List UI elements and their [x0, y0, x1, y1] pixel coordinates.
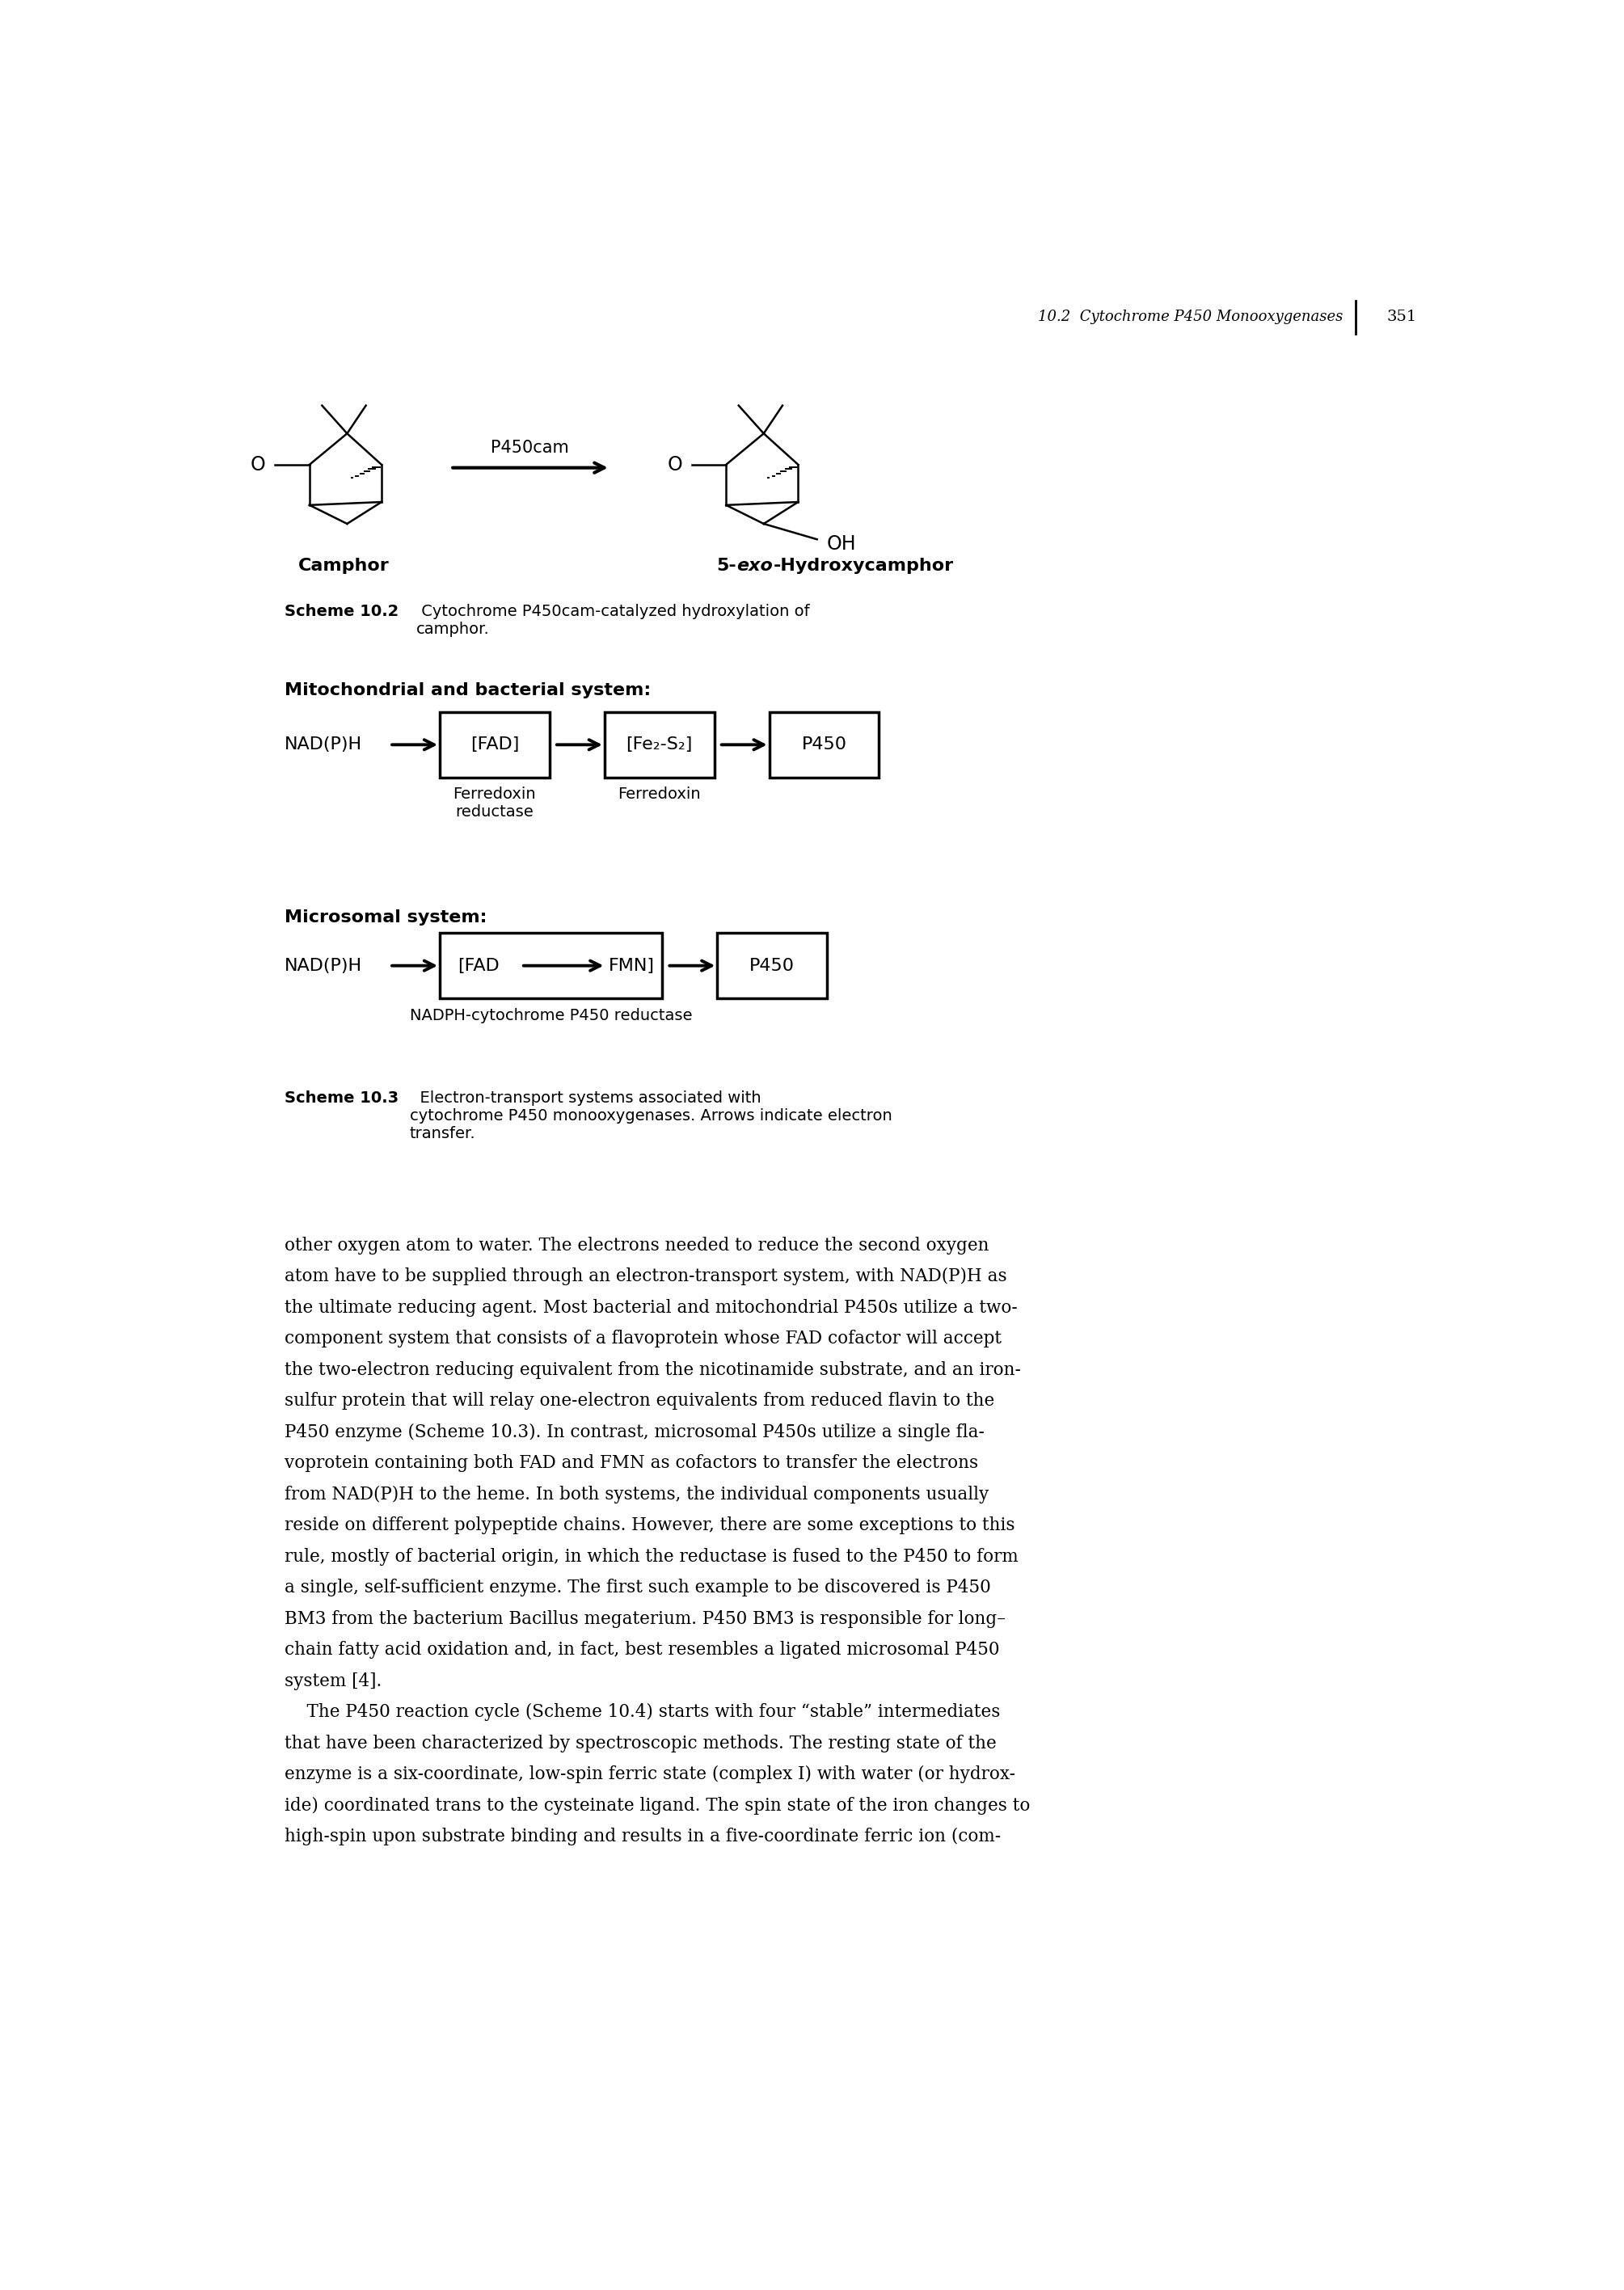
- Text: NAD(P)H: NAD(P)H: [284, 957, 362, 973]
- Bar: [604, 712, 715, 776]
- Text: the two-electron reducing equivalent from the nicotinamide substrate, and an iro: the two-electron reducing equivalent fro…: [284, 1360, 1021, 1379]
- Text: other oxygen atom to water. The electrons needed to reduce the second oxygen: other oxygen atom to water. The electron…: [284, 1237, 989, 1255]
- Text: 5-: 5-: [716, 559, 737, 575]
- Text: Cytochrome P450cam-catalyzed hydroxylation of
camphor.: Cytochrome P450cam-catalyzed hydroxylati…: [416, 605, 809, 637]
- Text: -Hydroxycamphor: -Hydroxycamphor: [773, 559, 953, 575]
- Text: the ultimate reducing agent. Most bacterial and mitochondrial P450s utilize a tw: the ultimate reducing agent. Most bacter…: [284, 1298, 1017, 1317]
- Text: P450: P450: [802, 737, 846, 753]
- Text: from NAD(P)H to the heme. In both systems, the individual components usually: from NAD(P)H to the heme. In both system…: [284, 1486, 989, 1502]
- Text: P450: P450: [750, 957, 794, 973]
- Text: high-spin upon substrate binding and results in a five-coordinate ferric ion (co: high-spin upon substrate binding and res…: [284, 1827, 1000, 1846]
- Text: O: O: [250, 456, 266, 474]
- Text: system [4].: system [4].: [284, 1672, 382, 1690]
- Text: rule, mostly of bacterial origin, in which the reductase is fused to the P450 to: rule, mostly of bacterial origin, in whi…: [284, 1548, 1018, 1566]
- Text: reside on different polypeptide chains. However, there are some exceptions to th: reside on different polypeptide chains. …: [284, 1516, 1015, 1534]
- Text: exo: exo: [737, 559, 773, 575]
- Text: a single, self-sufficient enzyme. The first such example to be discovered is P45: a single, self-sufficient enzyme. The fi…: [284, 1578, 991, 1596]
- Text: 10.2  Cytochrome P450 Monooxygenases: 10.2 Cytochrome P450 Monooxygenases: [1038, 309, 1343, 325]
- Text: sulfur protein that will relay one-electron equivalents from reduced flavin to t: sulfur protein that will relay one-elect…: [284, 1392, 994, 1411]
- Text: NADPH-cytochrome P450 reductase: NADPH-cytochrome P450 reductase: [409, 1008, 692, 1024]
- Text: Scheme 10.2: Scheme 10.2: [284, 605, 398, 618]
- Text: P450 enzyme (Scheme 10.3). In contrast, microsomal P450s utilize a single fla-: P450 enzyme (Scheme 10.3). In contrast, …: [284, 1422, 984, 1440]
- Bar: [770, 712, 879, 776]
- Text: NAD(P)H: NAD(P)H: [284, 737, 362, 753]
- Text: [FAD]: [FAD]: [471, 737, 520, 753]
- Text: that have been characterized by spectroscopic methods. The resting state of the: that have been characterized by spectros…: [284, 1734, 997, 1752]
- Text: Electron-transport systems associated with
cytochrome P450 monooxygenases. Arrow: Electron-transport systems associated wi…: [409, 1090, 892, 1140]
- Text: 351: 351: [1387, 309, 1418, 325]
- Text: Ferredoxin
reductase: Ferredoxin reductase: [453, 788, 536, 820]
- Text: [Fe₂-S₂]: [Fe₂-S₂]: [627, 737, 693, 753]
- Text: The P450 reaction cycle (Scheme 10.4) starts with four “stable” intermediates: The P450 reaction cycle (Scheme 10.4) st…: [284, 1704, 1000, 1722]
- Text: ide) coordinated trans to the cysteinate ligand. The spin state of the iron chan: ide) coordinated trans to the cysteinate…: [284, 1798, 1030, 1814]
- Bar: [440, 712, 549, 776]
- Text: enzyme is a six-coordinate, low-spin ferric state (complex I) with water (or hyd: enzyme is a six-coordinate, low-spin fer…: [284, 1766, 1015, 1784]
- Text: BM3 from the bacterium Bacillus megaterium. P450 BM3 is responsible for long–: BM3 from the bacterium Bacillus megateri…: [284, 1610, 1005, 1628]
- Text: OH: OH: [827, 534, 856, 554]
- Text: Mitochondrial and bacterial system:: Mitochondrial and bacterial system:: [284, 682, 651, 698]
- Text: component system that consists of a flavoprotein whose FAD cofactor will accept: component system that consists of a flav…: [284, 1330, 1002, 1347]
- Text: Scheme 10.3: Scheme 10.3: [284, 1090, 398, 1106]
- Text: O: O: [667, 456, 682, 474]
- Text: voprotein containing both FAD and FMN as cofactors to transfer the electrons: voprotein containing both FAD and FMN as…: [284, 1454, 978, 1472]
- Bar: [718, 932, 827, 998]
- Text: Microsomal system:: Microsomal system:: [284, 909, 487, 925]
- Text: P450cam: P450cam: [490, 440, 568, 456]
- Bar: [440, 932, 663, 998]
- Text: Camphor: Camphor: [299, 559, 390, 575]
- Text: FMN]: FMN]: [609, 957, 654, 973]
- Text: chain fatty acid oxidation and, in fact, best resembles a ligated microsomal P45: chain fatty acid oxidation and, in fact,…: [284, 1642, 999, 1658]
- Text: atom have to be supplied through an electron-transport system, with NAD(P)H as: atom have to be supplied through an elec…: [284, 1269, 1007, 1285]
- Text: Ferredoxin: Ferredoxin: [617, 788, 702, 801]
- Text: [FAD: [FAD: [458, 957, 499, 973]
